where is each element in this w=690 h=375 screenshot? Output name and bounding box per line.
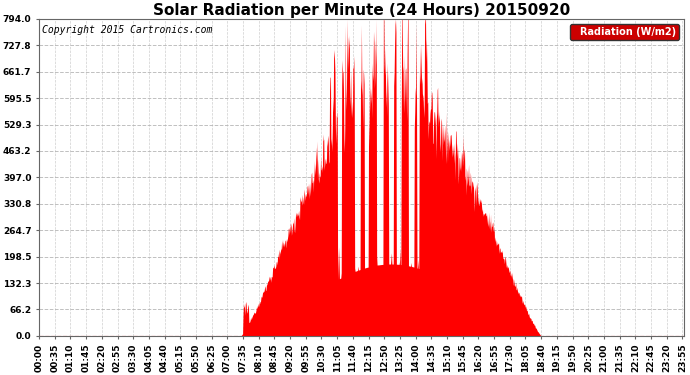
Text: Copyright 2015 Cartronics.com: Copyright 2015 Cartronics.com bbox=[42, 25, 213, 35]
Title: Solar Radiation per Minute (24 Hours) 20150920: Solar Radiation per Minute (24 Hours) 20… bbox=[153, 3, 570, 18]
Legend: Radiation (W/m2): Radiation (W/m2) bbox=[570, 24, 680, 40]
